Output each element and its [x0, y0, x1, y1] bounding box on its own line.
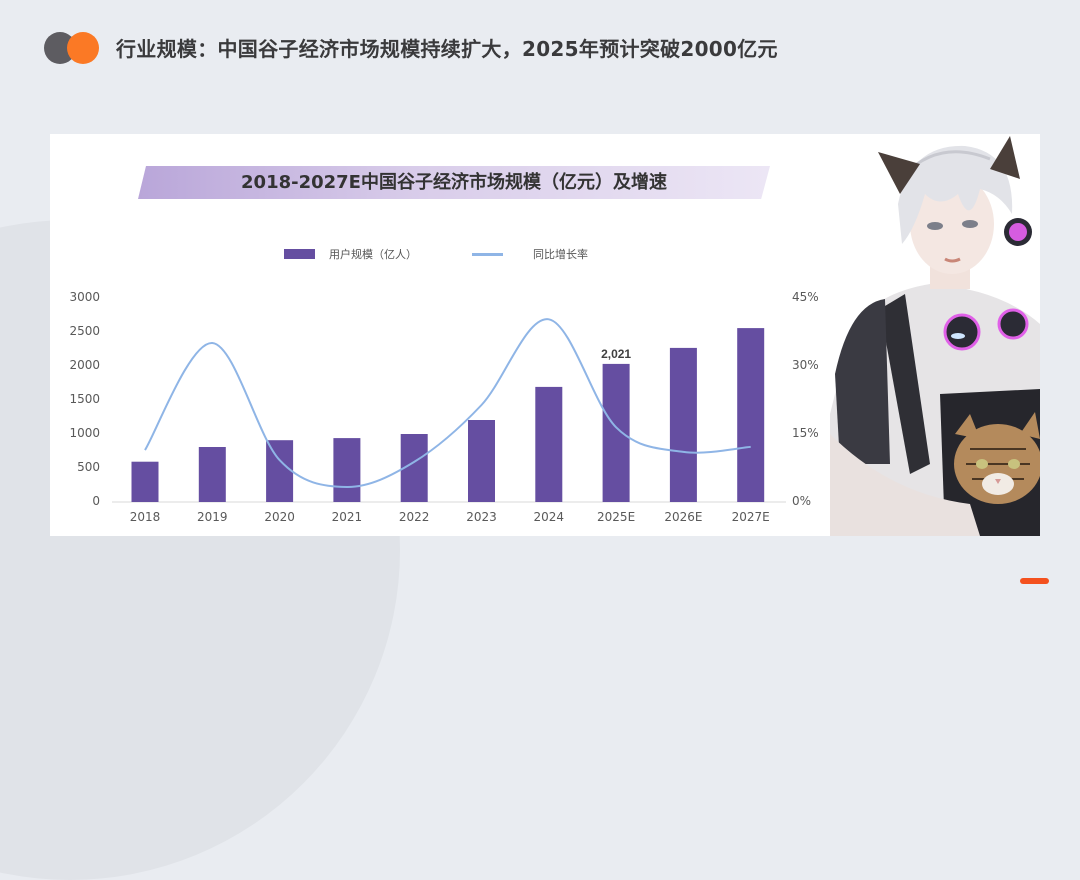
legend-bar-swatch — [284, 249, 315, 259]
x-axis-label: 2023 — [466, 510, 497, 524]
left-axis-tick: 500 — [77, 460, 100, 474]
right-axis-tick: 45% — [792, 290, 819, 304]
left-axis-tick: 1000 — [69, 426, 100, 440]
x-axis-label: 2027E — [731, 510, 770, 524]
bar-2024 — [535, 386, 563, 502]
bar-2020 — [266, 440, 294, 502]
bar-2021 — [333, 438, 361, 502]
legend-bar-label: 用户规模（亿人） — [329, 248, 417, 261]
chart-title-banner — [138, 166, 770, 199]
x-axis-label: 2020 — [264, 510, 295, 524]
x-axis-label: 2019 — [197, 510, 228, 524]
bar-series — [131, 328, 765, 502]
logo-orange-circle — [67, 32, 99, 64]
x-axis-label: 2021 — [331, 510, 363, 524]
legend-line-swatch — [472, 252, 503, 256]
bar-2027E — [737, 328, 765, 502]
left-axis-tick: 2000 — [69, 358, 100, 372]
legend-item-line: 同比增长率 — [472, 244, 588, 264]
right-axis-tick: 0% — [792, 494, 812, 508]
left-axis-tick: 1500 — [69, 392, 100, 406]
left-axis-tick: 3000 — [69, 290, 100, 304]
page-title: 行业规模：中国谷子经济市场规模持续扩大，2025年预计突破2000亿元 — [116, 37, 778, 61]
plot-area: 2,021 — [112, 318, 786, 503]
legend-item-bar: 用户规模（亿人） — [284, 244, 417, 264]
logo-icon — [44, 32, 100, 64]
bar-2026E — [669, 347, 697, 502]
data-label-2025E: 2,021 — [601, 347, 631, 361]
x-axis-label: 2022 — [398, 510, 430, 524]
left-axis-tick: 2500 — [69, 324, 100, 338]
x-axis-label: 2025E — [597, 510, 636, 524]
left-axis-tick: 0 — [92, 494, 100, 508]
bar-2025E — [602, 363, 630, 502]
x-axis-label: 2024 — [533, 510, 565, 524]
x-axis-label: 2026E — [664, 510, 703, 524]
bar-2019 — [198, 447, 226, 502]
growth-line — [144, 318, 751, 489]
bar-2023 — [468, 420, 495, 502]
character-illustration — [830, 134, 1040, 536]
chart-card: 2018-2027E中国谷子经济市场规模（亿元）及增速 用户规模（亿人） 同比增… — [50, 134, 1040, 536]
x-axis-label: 2018 — [129, 510, 161, 524]
page-accent-bar — [1020, 578, 1049, 584]
anime-character-image — [830, 134, 1040, 536]
bar-2018 — [131, 461, 159, 502]
chart-title: 2018-2027E中国谷子经济市场规模（亿元）及增速 — [241, 172, 667, 193]
legend-line-label: 同比增长率 — [533, 248, 588, 261]
right-axis-tick: 15% — [792, 426, 819, 440]
right-axis-tick: 30% — [792, 358, 819, 372]
